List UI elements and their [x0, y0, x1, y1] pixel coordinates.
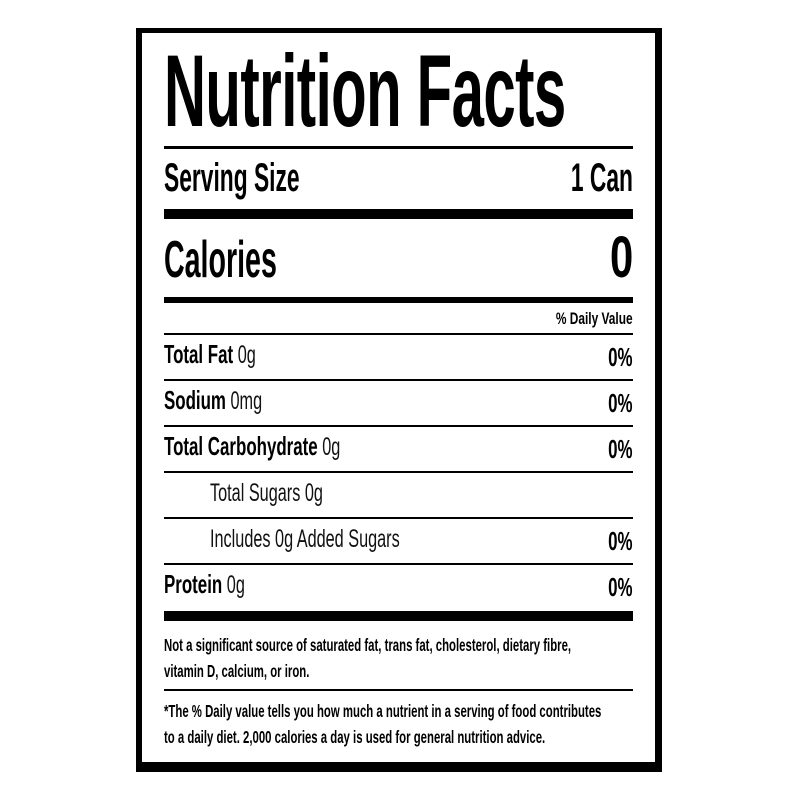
nutrient-row-sodium: Sodium 0mg 0% — [164, 381, 633, 425]
daily-value-header: % Daily Value — [164, 303, 633, 333]
footnote-line: to a daily diet. 2,000 calories a day is… — [164, 726, 546, 747]
nutrient-row-total-carbohydrate: Total Carbohydrate 0g 0% — [164, 427, 633, 471]
thick-bar-top — [164, 208, 633, 219]
footnote-daily-value: *The % Daily value tells you how much a … — [164, 698, 633, 750]
nutrient-name: Protein — [164, 569, 223, 600]
nutrient-daily-value: 0% — [608, 433, 633, 464]
nutrient-name-group: Total Sugars 0g — [210, 471, 323, 519]
thick-bar-bottom — [164, 610, 633, 621]
nutrient-name-group: Includes 0g Added Sugars — [210, 517, 400, 565]
label-title: Nutrition Facts — [164, 34, 566, 148]
serving-size-label: Serving Size — [164, 155, 300, 200]
calories-value: 0 — [609, 224, 633, 290]
medium-bar — [164, 296, 633, 303]
nutrient-name: Total Carbohydrate — [164, 431, 318, 462]
nutrient-row-added-sugars: Includes 0g Added Sugars 0% — [164, 519, 633, 563]
nutrient-amount: 0mg — [230, 387, 263, 416]
thin-rule — [164, 562, 633, 565]
title-divider — [164, 145, 633, 149]
calories-label: Calories — [164, 230, 277, 289]
nutrient-amount: 0g — [322, 433, 341, 462]
footnote-not-significant: Not a significant source of saturated fa… — [164, 632, 633, 684]
nutrient-daily-value: 0% — [608, 571, 633, 602]
footnote-line: vitamin D, calcium, or iron. — [164, 660, 310, 681]
nutrient-name: Includes 0g Added Sugars — [210, 524, 400, 553]
nutrition-facts-label: Nutrition Facts Serving Size 1 Can Calor… — [136, 28, 662, 772]
nutrient-amount: 0g — [237, 341, 256, 370]
thin-rule — [164, 470, 633, 473]
nutrient-amount: 0g — [304, 478, 323, 507]
serving-size-value: 1 Can — [570, 155, 633, 200]
footnote-line: Not a significant source of saturated fa… — [164, 634, 572, 655]
nutrient-amount: 0g — [226, 571, 245, 600]
nutrient-daily-value: 0% — [608, 387, 633, 418]
thin-rule — [164, 424, 633, 427]
thin-rule — [164, 378, 633, 381]
daily-value-header-text: % Daily Value — [556, 308, 633, 328]
nutrient-name-group: Total Carbohydrate 0g — [164, 424, 340, 473]
nutrient-daily-value: 0% — [608, 341, 633, 372]
nutrient-row-total-sugars: Total Sugars 0g — [164, 473, 633, 517]
nutrient-daily-value: 0% — [608, 525, 633, 556]
nutrient-name: Total Fat — [164, 339, 234, 370]
nutrient-name-group: Sodium 0mg — [164, 378, 262, 427]
nutrient-name: Total Sugars — [210, 478, 301, 507]
calories-row: Calories 0 — [164, 219, 633, 297]
nutrient-name-group: Protein 0g — [164, 562, 245, 611]
serving-size-row: Serving Size 1 Can — [164, 149, 633, 209]
nutrient-name: Sodium — [164, 385, 226, 416]
thin-rule — [164, 516, 633, 519]
footnote-divider — [164, 688, 633, 691]
footnote-line: *The % Daily value tells you how much a … — [164, 700, 602, 721]
nutrient-name-group: Total Fat 0g — [164, 332, 256, 381]
nutrient-row-total-fat: Total Fat 0g 0% — [164, 335, 633, 379]
nutrient-row-protein: Protein 0g 0% — [164, 565, 633, 609]
thin-rule — [164, 332, 633, 335]
